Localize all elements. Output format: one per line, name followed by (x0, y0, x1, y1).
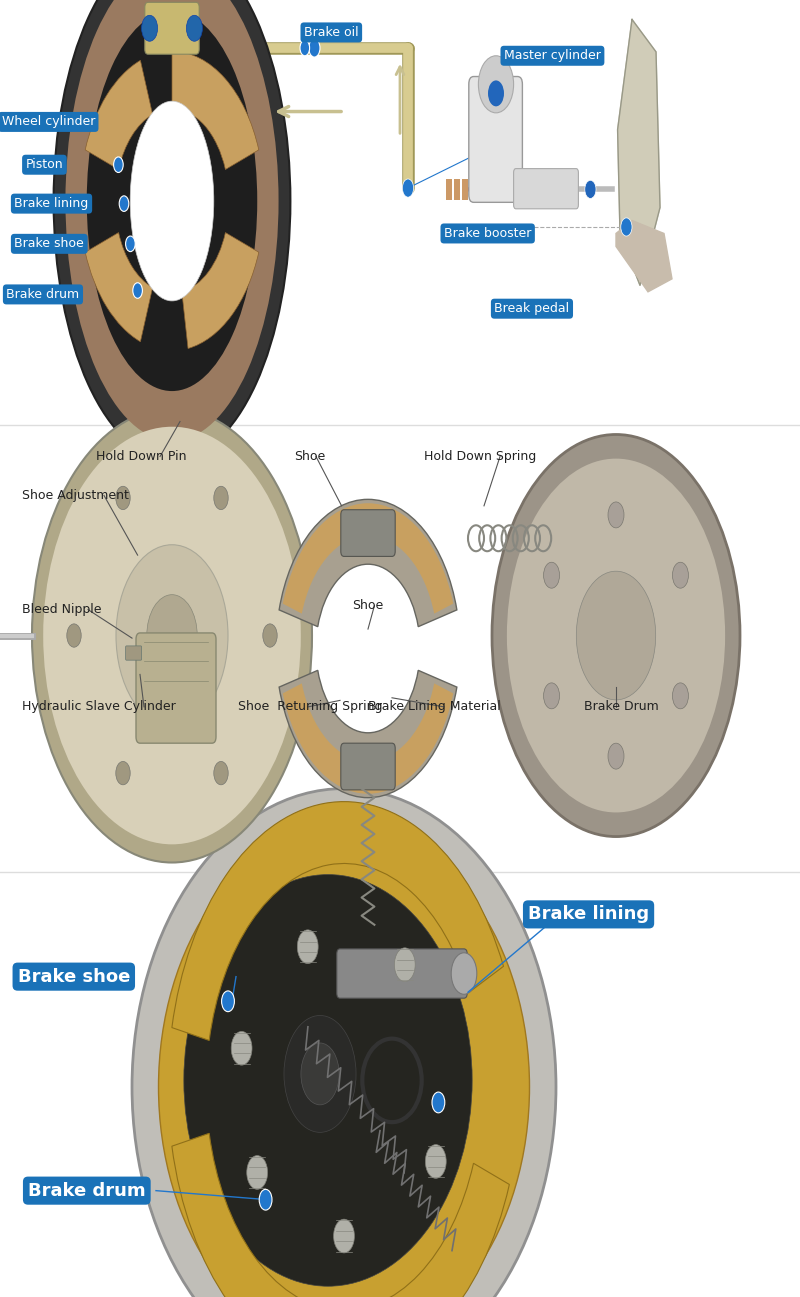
Text: Break pedal: Break pedal (494, 302, 570, 315)
Circle shape (133, 283, 142, 298)
Ellipse shape (132, 789, 556, 1297)
Circle shape (543, 563, 559, 589)
Polygon shape (616, 220, 672, 292)
FancyBboxPatch shape (462, 179, 468, 200)
Text: Brake drum: Brake drum (28, 1182, 146, 1200)
Wedge shape (279, 671, 457, 798)
Text: Brake shoe: Brake shoe (14, 237, 84, 250)
Circle shape (426, 1145, 446, 1179)
Ellipse shape (66, 0, 278, 441)
Circle shape (488, 80, 504, 106)
FancyBboxPatch shape (514, 169, 578, 209)
Text: Brake lining: Brake lining (14, 197, 89, 210)
Circle shape (585, 180, 596, 198)
Wedge shape (86, 61, 153, 170)
Circle shape (309, 39, 320, 57)
Circle shape (621, 218, 632, 236)
FancyBboxPatch shape (469, 77, 522, 202)
Text: Hydraulic Slave Cylinder: Hydraulic Slave Cylinder (22, 700, 176, 713)
Circle shape (116, 761, 130, 785)
Text: Bleed Nipple: Bleed Nipple (22, 603, 102, 616)
FancyBboxPatch shape (341, 510, 395, 556)
Text: Hold Down Spring: Hold Down Spring (424, 450, 536, 463)
Circle shape (67, 624, 82, 647)
Text: Brake drum: Brake drum (6, 288, 79, 301)
Wedge shape (279, 499, 457, 626)
Circle shape (608, 502, 624, 528)
Circle shape (402, 179, 414, 197)
FancyBboxPatch shape (446, 179, 452, 200)
Circle shape (300, 40, 310, 56)
Wedge shape (172, 52, 258, 170)
FancyBboxPatch shape (145, 3, 199, 54)
Circle shape (543, 682, 559, 708)
Text: Brake oil: Brake oil (304, 26, 358, 39)
FancyBboxPatch shape (337, 949, 467, 999)
Circle shape (492, 434, 740, 837)
Text: Brake booster: Brake booster (444, 227, 531, 240)
Text: Brake shoe: Brake shoe (18, 968, 130, 986)
Circle shape (469, 226, 478, 241)
Circle shape (114, 157, 123, 173)
FancyBboxPatch shape (126, 646, 142, 660)
Circle shape (246, 1156, 267, 1189)
Text: Wheel cylinder: Wheel cylinder (2, 115, 95, 128)
Circle shape (126, 236, 135, 252)
Circle shape (43, 427, 301, 844)
Text: Master cylinder: Master cylinder (504, 49, 601, 62)
Circle shape (231, 1031, 252, 1065)
Circle shape (673, 563, 689, 589)
Circle shape (186, 16, 202, 42)
Circle shape (147, 594, 197, 677)
Ellipse shape (184, 874, 472, 1287)
Circle shape (284, 1016, 356, 1132)
Circle shape (608, 743, 624, 769)
Text: Shoe Adjustment: Shoe Adjustment (22, 489, 130, 502)
Circle shape (301, 1043, 339, 1105)
Circle shape (451, 953, 477, 995)
Circle shape (116, 545, 228, 726)
Wedge shape (282, 503, 454, 613)
Text: Brake lining: Brake lining (528, 905, 649, 923)
Ellipse shape (54, 0, 290, 460)
Circle shape (539, 301, 549, 316)
Circle shape (119, 196, 129, 211)
FancyBboxPatch shape (136, 633, 216, 743)
Circle shape (142, 16, 158, 42)
FancyBboxPatch shape (341, 743, 395, 790)
Ellipse shape (158, 826, 530, 1297)
FancyBboxPatch shape (454, 179, 460, 200)
Text: Shoe  Returning Spring: Shoe Returning Spring (238, 700, 383, 713)
Circle shape (334, 1219, 354, 1253)
Circle shape (478, 56, 514, 113)
Text: Brake Drum: Brake Drum (584, 700, 658, 713)
Ellipse shape (86, 10, 258, 392)
Wedge shape (86, 232, 153, 341)
Circle shape (259, 1189, 272, 1210)
Text: Brake Lining Material: Brake Lining Material (368, 700, 501, 713)
Wedge shape (282, 684, 454, 794)
Polygon shape (618, 19, 660, 285)
Text: Piston: Piston (26, 158, 63, 171)
Circle shape (394, 948, 415, 982)
Text: Shoe: Shoe (352, 599, 383, 612)
Circle shape (116, 486, 130, 510)
Circle shape (507, 459, 725, 812)
Circle shape (576, 571, 656, 700)
Circle shape (432, 1092, 445, 1113)
Circle shape (214, 486, 228, 510)
Circle shape (32, 409, 312, 863)
Circle shape (222, 991, 234, 1012)
Wedge shape (172, 1134, 510, 1297)
Circle shape (262, 624, 278, 647)
Wedge shape (182, 232, 258, 349)
Circle shape (298, 930, 318, 964)
Text: Shoe: Shoe (294, 450, 326, 463)
Circle shape (214, 761, 228, 785)
Ellipse shape (130, 101, 214, 301)
Circle shape (673, 682, 689, 708)
Text: Hold Down Pin: Hold Down Pin (96, 450, 186, 463)
Wedge shape (172, 802, 503, 1040)
